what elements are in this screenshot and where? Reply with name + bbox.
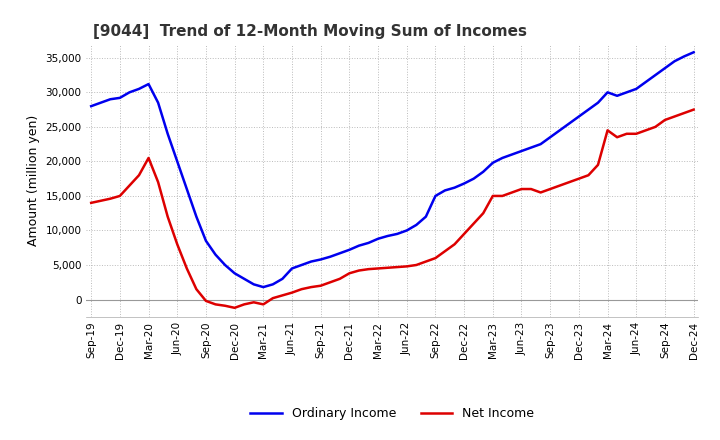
Ordinary Income — [479, 169, 487, 174]
Ordinary Income — [345, 247, 354, 253]
Ordinary Income — [393, 231, 402, 237]
Net Income — [87, 200, 96, 205]
Ordinary Income — [163, 131, 172, 136]
Legend: Ordinary Income, Net Income: Ordinary Income, Net Income — [246, 402, 539, 425]
Net Income — [393, 264, 402, 270]
Net Income — [479, 211, 487, 216]
Y-axis label: Amount (million yen): Amount (million yen) — [27, 115, 40, 246]
Line: Ordinary Income: Ordinary Income — [91, 52, 693, 287]
Net Income — [431, 256, 440, 261]
Line: Net Income: Net Income — [91, 110, 693, 308]
Net Income — [230, 305, 239, 311]
Ordinary Income — [87, 103, 96, 109]
Ordinary Income — [431, 193, 440, 198]
Net Income — [345, 271, 354, 276]
Net Income — [163, 214, 172, 219]
Net Income — [488, 193, 497, 198]
Net Income — [689, 107, 698, 112]
Text: [9044]  Trend of 12-Month Moving Sum of Incomes: [9044] Trend of 12-Month Moving Sum of I… — [92, 24, 526, 39]
Ordinary Income — [488, 160, 497, 165]
Ordinary Income — [259, 285, 268, 290]
Ordinary Income — [689, 50, 698, 55]
